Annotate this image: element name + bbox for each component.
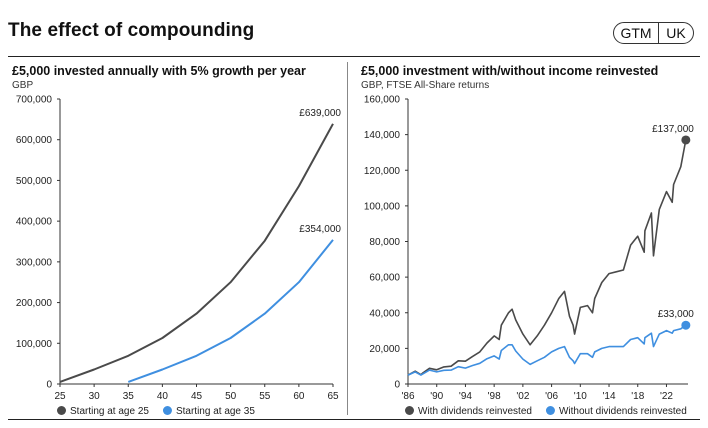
left-x-tick-label: 60 — [293, 391, 305, 402]
right-y-tick-label: 40,000 — [369, 308, 400, 319]
left-chart-title: £5,000 invested annually with 5% growth … — [12, 64, 306, 78]
right-legend-label-1: With dividends reinvested — [418, 406, 532, 417]
left-y-tick-label: 700,000 — [16, 95, 53, 106]
left-legend-swatch-1 — [57, 406, 66, 415]
left-y-tick-label: 500,000 — [16, 176, 53, 187]
right-x-tick-label: '10 — [574, 391, 587, 402]
left-legend-swatch-2 — [162, 406, 172, 415]
right-series-end-label-2: £33,000 — [658, 309, 695, 320]
left-series-line-1 — [59, 123, 334, 383]
right-x-tick-label: '86 — [401, 391, 414, 402]
left-x-tick-label: 65 — [327, 391, 339, 402]
right-x-tick-label: '14 — [603, 391, 616, 402]
left-chart-subtitle: GBP — [12, 80, 34, 91]
right-x-tick-label: '06 — [545, 391, 558, 402]
right-y-tick-label: 20,000 — [369, 344, 400, 355]
right-y-tick-label: 100,000 — [364, 201, 401, 212]
left-y-tick-label: 600,000 — [16, 135, 53, 146]
left-series-end-label-2: £354,000 — [299, 224, 341, 235]
gtm-badge: GTM — [613, 22, 659, 44]
left-legend-label-2: Starting at age 35 — [176, 406, 255, 417]
right-series-end-marker-2 — [681, 320, 691, 330]
header-divider — [8, 56, 700, 57]
right-legend-swatch-1 — [405, 406, 414, 415]
left-y-tick-label: 300,000 — [16, 257, 53, 268]
left-x-tick-label: 40 — [157, 391, 169, 402]
right-x-tick-label: '98 — [488, 391, 501, 402]
left-y-tick-label: 200,000 — [16, 298, 53, 309]
right-y-tick-label: 60,000 — [369, 273, 400, 284]
left-x-tick-label: 45 — [191, 391, 203, 402]
right-x-tick-label: '94 — [459, 391, 472, 402]
right-legend-swatch-2 — [545, 406, 555, 415]
left-legend-label-1: Starting at age 25 — [70, 406, 149, 417]
left-x-tick-label: 30 — [89, 391, 101, 402]
right-chart-subtitle: GBP, FTSE All-Share returns — [361, 80, 490, 91]
uk-badge: UK — [658, 22, 694, 44]
right-y-tick-label: 160,000 — [364, 95, 401, 106]
left-y-tick-label: 0 — [46, 380, 52, 391]
right-y-tick-label: 80,000 — [369, 237, 400, 248]
right-legend-label-2: Without dividends reinvested — [559, 406, 687, 417]
left-series-end-label-1: £639,000 — [299, 108, 341, 119]
right-y-tick-label: 140,000 — [364, 130, 401, 141]
right-series-end-marker-1 — [681, 135, 691, 145]
left-x-tick-label: 50 — [225, 391, 237, 402]
page-title: The effect of compounding — [8, 20, 255, 41]
right-x-tick-label: '02 — [516, 391, 529, 402]
left-y-tick-label: 100,000 — [16, 339, 53, 350]
right-series-end-label-1: £137,000 — [652, 124, 694, 135]
right-y-tick-label: 120,000 — [364, 166, 401, 177]
footer-divider — [8, 419, 700, 420]
panel-divider — [347, 62, 348, 415]
right-series-line-2 — [407, 324, 687, 376]
right-x-tick-label: '90 — [430, 391, 443, 402]
right-x-tick-label: '18 — [631, 391, 644, 402]
right-x-tick-label: '22 — [660, 391, 673, 402]
right-y-tick-label: 0 — [394, 380, 400, 391]
left-series-line-2 — [127, 239, 334, 383]
left-x-tick-label: 35 — [123, 391, 135, 402]
left-x-tick-label: 25 — [54, 391, 66, 402]
left-x-tick-label: 55 — [259, 391, 271, 402]
right-series-line-1 — [407, 139, 687, 376]
left-y-tick-label: 400,000 — [16, 217, 53, 228]
right-chart-title: £5,000 investment with/without income re… — [361, 64, 659, 78]
